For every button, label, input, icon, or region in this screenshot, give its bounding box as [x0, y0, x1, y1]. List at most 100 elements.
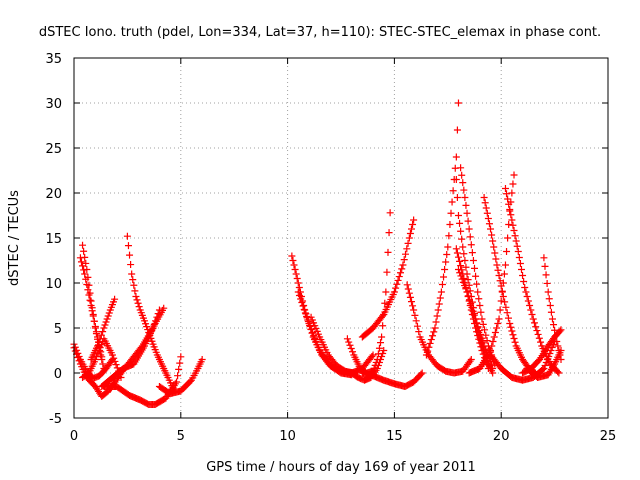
data-point-marker [405, 289, 413, 297]
data-point-marker [343, 335, 351, 343]
data-point-marker [542, 271, 550, 279]
data-point-marker [522, 288, 530, 296]
data-point-marker [373, 365, 381, 372]
data-point-marker [497, 297, 505, 305]
data-point-marker [458, 235, 466, 243]
data-point-marker [377, 339, 385, 347]
data-point-marker [467, 241, 475, 249]
data-point-marker [128, 270, 136, 278]
data-point-marker [519, 272, 527, 279]
data-series [79, 335, 125, 381]
data-point-marker [500, 270, 508, 278]
data-point-marker [462, 285, 470, 293]
data-point-marker [463, 209, 471, 217]
data-point-marker [462, 201, 470, 209]
data-point-marker [526, 302, 534, 309]
data-point-marker [490, 243, 498, 251]
data-point-marker [481, 345, 489, 353]
data-point-marker [397, 269, 405, 277]
data-point-marker [513, 242, 521, 250]
data-point-marker [454, 253, 462, 261]
data-point-marker [131, 287, 139, 295]
y-tick-label: 15 [45, 232, 62, 247]
data-point-marker [153, 313, 161, 321]
data-point-marker [447, 209, 455, 217]
data-point-marker [440, 273, 448, 281]
data-point-marker [528, 311, 536, 318]
data-point-marker [523, 293, 531, 300]
data-point-marker [88, 307, 96, 315]
data-point-marker [93, 353, 101, 361]
data-point-marker [112, 361, 120, 369]
data-point-marker [382, 288, 390, 296]
data-point-marker [75, 357, 83, 365]
data-point-marker [543, 356, 551, 363]
data-point-marker [490, 333, 498, 341]
data-point-marker [464, 292, 472, 300]
data-point-marker [375, 359, 383, 366]
data-point-marker [504, 234, 512, 242]
data-point-marker [448, 198, 456, 206]
data-point-marker [470, 311, 478, 319]
data-point-marker [491, 329, 499, 336]
data-point-marker [483, 209, 491, 217]
data-point-marker [461, 257, 469, 264]
tick-labels: 0 5 10 15 20 25 -5 0 5 10 15 20 25 30 35 [45, 52, 616, 444]
data-point-marker [404, 285, 412, 293]
data-point-marker [175, 365, 183, 373]
data-point-marker [557, 326, 565, 334]
data-point-marker [544, 288, 552, 296]
data-point-marker [110, 354, 118, 362]
y-tick-label: 10 [45, 277, 62, 292]
data-point-marker [395, 273, 403, 281]
data-point-marker [456, 269, 464, 277]
data-point-marker [384, 248, 392, 256]
data-series [106, 306, 163, 393]
data-point-marker [129, 276, 137, 284]
data-point-marker [466, 287, 474, 295]
data-point-marker [86, 296, 94, 304]
data-point-marker [379, 350, 387, 357]
data-series [480, 194, 539, 377]
data-point-marker [487, 361, 495, 369]
data-point-marker [310, 332, 318, 339]
data-point-marker [556, 327, 564, 335]
data-point-marker [452, 176, 460, 183]
data-point-marker [474, 323, 482, 331]
y-tick-label: 35 [45, 52, 62, 67]
data-point-marker [504, 314, 512, 322]
data-point-marker [515, 254, 523, 261]
data-point-marker [383, 268, 391, 276]
data-point-marker [379, 312, 387, 320]
data-point-marker [91, 323, 99, 330]
data-point-marker [529, 315, 537, 323]
data-point-marker [390, 288, 398, 296]
data-point-marker [435, 300, 443, 308]
data-point-marker [542, 359, 550, 366]
data-point-marker [474, 288, 482, 296]
data-point-marker [399, 261, 407, 269]
data-point-marker [501, 298, 509, 306]
y-tick-label: 0 [54, 367, 62, 382]
data-point-marker [508, 327, 516, 335]
data-point-marker [426, 339, 434, 347]
data-point-marker [464, 276, 472, 284]
data-point-marker [443, 251, 451, 258]
data-point-marker [102, 318, 110, 326]
data-point-marker [74, 354, 82, 362]
data-point-marker [301, 309, 309, 317]
data-point-marker [550, 321, 558, 329]
data-point-marker [393, 280, 401, 288]
data-point-marker [432, 318, 440, 326]
data-point-marker [449, 187, 457, 195]
data-point-marker [111, 357, 119, 365]
data-point-marker [456, 219, 464, 227]
data-point-marker [97, 331, 105, 339]
data-point-marker [133, 296, 141, 304]
data-point-marker [467, 300, 475, 308]
x-tick-label: 0 [70, 429, 78, 444]
data-point-marker [456, 257, 464, 265]
data-point-marker [346, 341, 354, 349]
data-point-marker [479, 338, 487, 346]
data-point-marker [540, 365, 548, 372]
